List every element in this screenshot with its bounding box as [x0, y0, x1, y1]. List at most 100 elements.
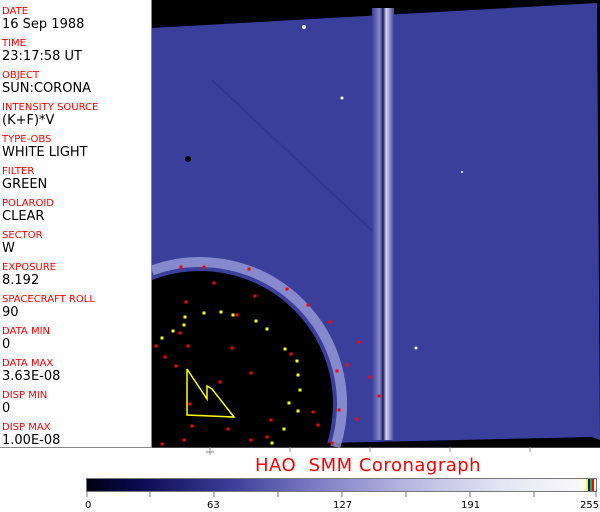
yellow-marker [160, 336, 164, 340]
coronagraph-image [152, 0, 600, 448]
header-field: TYPE-OBS WHITE LIGHT [2, 134, 88, 160]
red-marker [160, 442, 164, 446]
field-label: EXPOSURE [2, 262, 57, 273]
field-value: 3.63E-08 [2, 369, 61, 384]
header-field: SECTOR W [2, 230, 43, 256]
field-label: DISP MAX [2, 422, 51, 433]
star [461, 171, 463, 173]
red-marker [253, 294, 257, 298]
field-label: SPACECRAFT ROLL [2, 294, 95, 305]
field-value: GREEN [2, 177, 48, 192]
red-marker [188, 402, 192, 406]
red-marker [289, 352, 293, 356]
field-value: SUN:CORONA [2, 81, 92, 96]
colorbar-marker-yellow [586, 479, 588, 491]
red-marker [202, 265, 206, 269]
red-marker [178, 331, 182, 335]
red-marker [235, 313, 239, 317]
red-marker [212, 281, 216, 285]
colorbar-tick-label: 127 [333, 500, 353, 511]
header-field: TIME 23:17:58 UT [2, 38, 82, 64]
header-field: DATE 16 Sep 1988 [2, 6, 84, 32]
red-marker [355, 417, 359, 421]
red-marker [357, 340, 361, 344]
yellow-marker [287, 401, 291, 405]
field-value: 1.00E-08 [2, 433, 61, 448]
colorbar-ticks [86, 492, 597, 497]
pylon-streak [372, 8, 394, 440]
field-value: 8.192 [2, 273, 40, 288]
field-label: TYPE-OBS [2, 134, 52, 145]
field-label: FILTER [2, 166, 35, 177]
red-marker [368, 375, 372, 379]
red-marker [184, 300, 188, 304]
header-field: EXPOSURE 8.192 [2, 262, 56, 288]
field-value: 0 [2, 401, 11, 416]
header-field: DATA MAX 3.63E-08 [2, 358, 60, 384]
colorbar-marker-red [592, 479, 594, 491]
field-label: POLAROID [2, 198, 55, 209]
field-value: (K+F)*V [2, 113, 55, 128]
field-label: DATA MAX [2, 358, 54, 369]
red-marker [335, 369, 339, 373]
field-value: CLEAR [2, 209, 45, 224]
red-marker [328, 320, 332, 324]
star [302, 25, 306, 29]
red-marker [345, 363, 349, 367]
field-label: OBJECT [2, 70, 40, 81]
field-label: TIME [2, 38, 27, 49]
red-marker [285, 287, 289, 291]
yellow-marker [254, 319, 258, 323]
red-marker [247, 267, 251, 271]
red-marker [330, 441, 334, 445]
red-marker [163, 355, 167, 359]
triangle-overlay [186, 368, 236, 418]
star [340, 96, 344, 100]
fiducial-markers [154, 265, 381, 446]
yellow-marker [231, 313, 235, 317]
red-marker [306, 303, 310, 307]
field-value: 23:17:58 UT [2, 49, 82, 64]
red-marker [249, 438, 253, 442]
header-field: DISP MIN 0 [2, 390, 47, 416]
yellow-marker [270, 441, 274, 445]
star [414, 346, 418, 350]
yellow-marker [202, 311, 206, 315]
yellow-marker [183, 315, 187, 319]
field-label: DATA MIN [2, 326, 50, 337]
colorbar [86, 478, 597, 492]
header-field: FILTER GREEN [2, 166, 47, 192]
yellow-marker [282, 427, 286, 431]
red-marker [174, 364, 178, 368]
diagonal-streak [211, 79, 383, 241]
field-label: DISP MIN [2, 390, 48, 401]
yellow-marker [219, 310, 223, 314]
header-field: POLAROID CLEAR [2, 198, 54, 224]
red-marker [182, 438, 186, 442]
red-marker [226, 427, 230, 431]
colorbar-tick-label: 191 [461, 500, 481, 511]
colorbar-tick-label: 63 [207, 500, 220, 511]
yellow-marker [283, 347, 287, 351]
red-marker [311, 410, 315, 414]
red-marker [265, 435, 269, 439]
field-label: SECTOR [2, 230, 43, 241]
occulter-ring [152, 257, 347, 448]
field-value: 90 [2, 305, 19, 320]
field-value: W [2, 241, 15, 256]
yellow-marker [296, 409, 300, 413]
header-field: DATA MIN 0 [2, 326, 50, 352]
yellow-marker [171, 329, 175, 333]
yellow-marker [296, 373, 300, 377]
header-info-panel: DATE 16 Sep 1988 TIME 23:17:58 UT OBJECT SUN:… [0, 0, 152, 448]
red-marker [218, 380, 222, 384]
red-marker [377, 394, 381, 398]
field-value: 0 [2, 337, 11, 352]
header-field: DISP MAX 1.00E-08 [2, 422, 60, 448]
instrument-title: HAO SMM Coronagraph [255, 455, 482, 476]
field-label: INTENSITY SOURCE [2, 102, 99, 113]
red-marker [154, 344, 158, 348]
field-value: 16 Sep 1988 [2, 17, 85, 32]
colorbar-marker-blue [588, 479, 590, 491]
red-marker [186, 344, 190, 348]
